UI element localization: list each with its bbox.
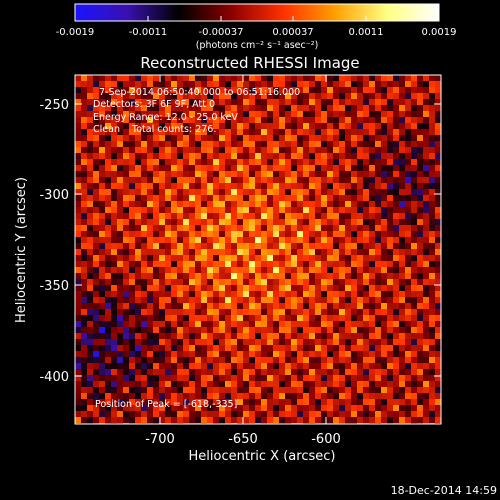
x-axis-label: Heliocentric X (arcsec) bbox=[189, 449, 336, 464]
plot-frame bbox=[74, 74, 442, 425]
colorbar-tick-label: -0.0019 bbox=[56, 27, 95, 38]
colorbar-tick-label: -0.00037 bbox=[199, 27, 244, 38]
x-tick-label: -600 bbox=[311, 432, 341, 447]
y-axis-ticks bbox=[75, 103, 441, 377]
x-tick-label: -650 bbox=[228, 432, 258, 447]
colorbar-tick-label: 0.0019 bbox=[422, 27, 457, 38]
y-tick-label: -400 bbox=[39, 370, 69, 385]
time-range-annotation: 7-Sep-2014 06:50:40.000 to 06:51:16.000 bbox=[99, 87, 300, 98]
plot-title: Reconstructed RHESSI Image bbox=[140, 54, 359, 72]
colorbar-tick-label: 0.00037 bbox=[272, 27, 313, 38]
clean-counts-annotation: Clean Total counts: 276. bbox=[93, 124, 216, 135]
y-tick-label: -300 bbox=[39, 188, 69, 203]
reconstructed-image bbox=[75, 75, 441, 424]
y-tick-label: -350 bbox=[39, 279, 69, 294]
colorbar-tick-label: -0.0011 bbox=[129, 27, 168, 38]
colorbar-tick-label: 0.0011 bbox=[349, 27, 384, 38]
footer-timestamp: 18-Dec-2014 14:59 bbox=[391, 484, 497, 497]
detectors-annotation: Detectors: 3F 6F 9F, Att 0 bbox=[93, 99, 215, 110]
colorbar bbox=[74, 3, 440, 22]
colorbar-ticks bbox=[74, 16, 440, 21]
energy-range-annotation: Energy Range: 12.0 - 25.0 keV bbox=[93, 112, 238, 123]
x-tick-label: -700 bbox=[145, 432, 175, 447]
y-axis-label: Heliocentric Y (arcsec) bbox=[14, 177, 29, 323]
y-tick-label: -250 bbox=[39, 98, 69, 113]
colorbar-unit-label: (photons cm⁻² s⁻¹ asec⁻²) bbox=[196, 40, 319, 51]
peak-position-annotation: Position of Peak = [-618,-335] bbox=[95, 399, 237, 410]
x-axis-ticks bbox=[159, 75, 327, 424]
